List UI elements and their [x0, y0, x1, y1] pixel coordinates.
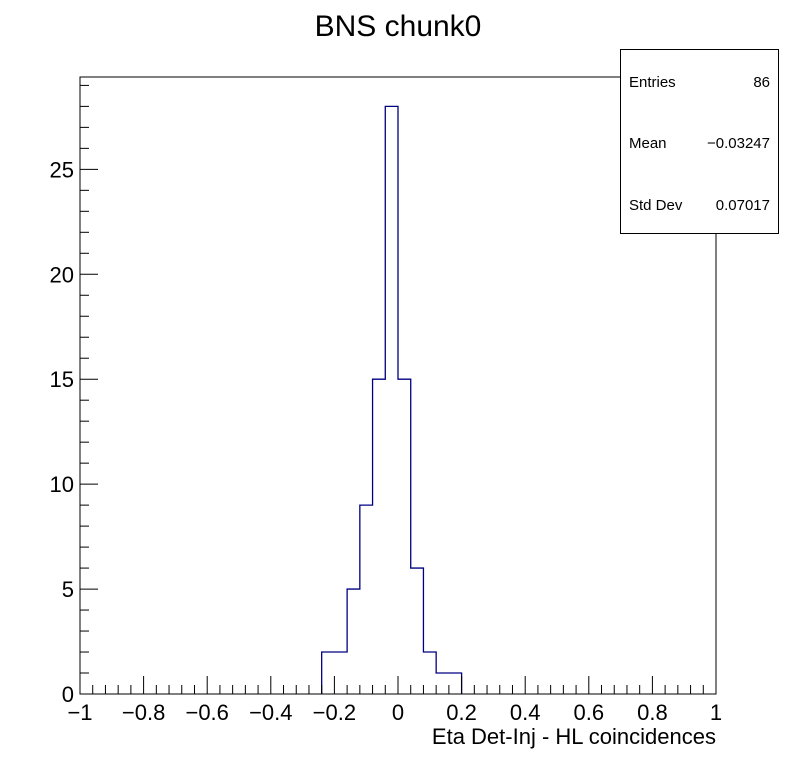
chart-title: BNS chunk0 [314, 10, 482, 43]
histogram-bin [334, 652, 347, 694]
x-tick-label: −0.6 [185, 700, 228, 725]
x-tick-label: −0.8 [122, 700, 165, 725]
x-tick-label: −1 [67, 700, 92, 725]
histogram-outline [321, 105, 463, 694]
x-tick-label: −0.2 [313, 700, 356, 725]
y-tick-label: 0 [62, 682, 74, 707]
stats-entries-label: Entries [629, 74, 676, 91]
y-tick-label: 5 [62, 577, 74, 602]
stats-entries-value: 86 [753, 74, 770, 91]
histogram-bin [322, 652, 335, 694]
x-tick-label: 0 [392, 700, 404, 725]
x-tick-label: 0.2 [446, 700, 477, 725]
x-tick-label: −0.4 [249, 700, 292, 725]
histogram-bin [423, 652, 436, 694]
y-tick-label: 15 [50, 367, 74, 392]
histogram-bin [360, 505, 373, 694]
stats-entries-row: Entries 86 [629, 74, 770, 91]
x-tick-label: 0.8 [637, 700, 668, 725]
y-tick-label: 10 [50, 472, 74, 497]
histogram-bin [411, 568, 424, 694]
stats-stddev-row: Std Dev 0.07017 [629, 197, 770, 214]
x-tick-label: 0.4 [510, 700, 541, 725]
histogram-bin [436, 673, 449, 694]
histogram-bin [373, 379, 386, 694]
stats-stddev-label: Std Dev [629, 197, 683, 214]
histogram-bin [385, 106, 398, 694]
x-tick-label: 0.6 [574, 700, 605, 725]
histogram-bin [347, 589, 360, 694]
y-tick-label: 20 [50, 262, 74, 287]
stats-mean-value: −0.03247 [707, 135, 770, 152]
histogram-bin [449, 673, 462, 694]
stats-mean-label: Mean [629, 135, 667, 152]
x-tick-label: 1 [710, 700, 722, 725]
stats-box: Entries 86 Mean −0.03247 Std Dev 0.07017 [620, 49, 779, 234]
y-tick-label: 25 [50, 157, 74, 182]
histogram-bin [398, 379, 411, 694]
stats-stddev-value: 0.07017 [715, 197, 770, 214]
stats-mean-row: Mean −0.03247 [629, 135, 770, 152]
x-axis-label: Eta Det-Inj - HL coincidences [431, 724, 716, 749]
